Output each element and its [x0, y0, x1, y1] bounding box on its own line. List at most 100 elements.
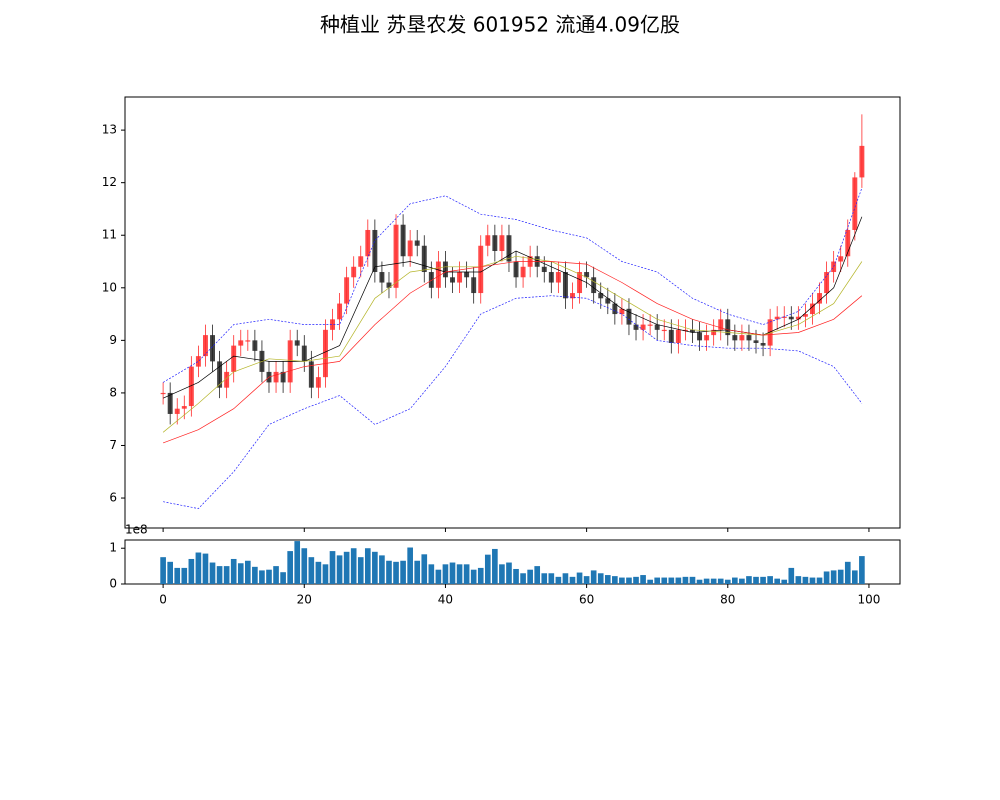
volume-bar	[343, 551, 350, 584]
volume-bar	[830, 570, 837, 584]
volume-bar	[527, 569, 533, 584]
volume-bar	[492, 548, 498, 584]
volume-bar	[393, 561, 399, 584]
candle-body	[506, 235, 512, 262]
volume-bar	[689, 576, 696, 584]
candle-body	[202, 335, 208, 357]
candle-body	[774, 316, 780, 320]
candle-body	[704, 335, 710, 341]
volume-bar	[541, 573, 548, 584]
volume-bar	[252, 566, 258, 584]
candle-body	[379, 272, 385, 283]
volume-bar	[386, 560, 392, 584]
candle-body	[231, 345, 237, 372]
candle-body	[788, 316, 794, 320]
volume-bar	[379, 555, 385, 584]
candle-body	[852, 177, 858, 230]
volume-bar	[859, 556, 865, 584]
candle-body	[845, 229, 851, 257]
volume-bar	[852, 570, 858, 584]
volume-bar	[788, 567, 795, 584]
candle-body	[358, 256, 364, 267]
candle-body	[400, 224, 406, 257]
indicator-line	[162, 187, 863, 383]
volume-bar	[654, 577, 661, 584]
volume-bar	[350, 548, 357, 584]
volume-bar	[421, 554, 428, 584]
volume-bar	[647, 579, 653, 584]
volume-bar	[223, 566, 230, 584]
candle-body	[570, 293, 575, 299]
y-tick-label: 6	[109, 491, 117, 505]
volume-bar	[407, 547, 413, 584]
candle-body	[252, 340, 258, 351]
volume-bar	[717, 578, 724, 584]
indicator-line	[162, 261, 863, 444]
volume-bar	[259, 570, 265, 584]
candle-body	[344, 277, 350, 304]
volume-bar	[414, 560, 421, 584]
candle-body	[612, 303, 618, 315]
y-tick-label: 12	[102, 175, 117, 189]
y-tick-label: 11	[102, 228, 117, 242]
volume-bar	[372, 551, 378, 584]
volume-bar	[548, 573, 555, 584]
candle-body	[167, 392, 173, 414]
volume-bar	[619, 577, 625, 584]
volume-bar	[329, 551, 336, 584]
volume-bar	[266, 569, 272, 584]
candle-body	[372, 229, 378, 273]
indicator-line	[162, 255, 863, 433]
volume-bar	[590, 570, 597, 584]
volume-bar	[724, 579, 731, 584]
volume-bar	[604, 575, 611, 584]
candle-body	[548, 272, 554, 283]
volume-bar	[506, 562, 512, 584]
volume-bar	[237, 563, 244, 584]
volume-bar	[449, 562, 456, 584]
candle-body	[654, 324, 660, 330]
candle-body	[294, 340, 300, 346]
volume-bar	[703, 578, 710, 584]
volume-bar	[484, 554, 491, 584]
candle-body	[513, 261, 519, 278]
volume-bar	[322, 564, 329, 584]
candle-body	[217, 361, 223, 388]
volume-bar	[209, 562, 216, 584]
volume-bar	[520, 573, 526, 584]
candle-body	[457, 272, 463, 283]
volume-bar	[181, 567, 188, 584]
candle-body	[428, 272, 434, 288]
volume-bar	[816, 577, 823, 584]
volume-bar	[167, 561, 173, 584]
candle-body	[238, 340, 244, 346]
candle-body	[442, 261, 448, 278]
volume-bar	[273, 566, 279, 584]
candle-body	[732, 335, 738, 341]
candle-body	[541, 266, 547, 273]
candle-body	[682, 329, 688, 332]
candle-body	[760, 342, 766, 346]
x-tick-label: 100	[857, 593, 880, 607]
volume-bar	[661, 577, 668, 584]
candle-body	[435, 261, 441, 288]
volume-bar	[499, 564, 505, 584]
candle-body	[471, 277, 477, 294]
candle-body	[322, 329, 328, 378]
candle-body	[450, 277, 455, 283]
volume-bar	[767, 576, 773, 584]
volume-bar	[195, 552, 202, 584]
volume-bar	[753, 576, 759, 584]
volume-bar	[583, 576, 590, 584]
volume-bar	[188, 558, 195, 584]
candle-body	[810, 303, 815, 315]
candle-body	[661, 329, 667, 332]
candle-body	[626, 308, 632, 325]
indicator-line	[162, 216, 863, 399]
volume-bar	[428, 564, 435, 584]
candle-body	[210, 335, 215, 362]
volume-bar	[160, 557, 166, 584]
indicator-line	[163, 295, 863, 509]
candle-body	[725, 319, 731, 336]
candle-body	[817, 293, 823, 304]
